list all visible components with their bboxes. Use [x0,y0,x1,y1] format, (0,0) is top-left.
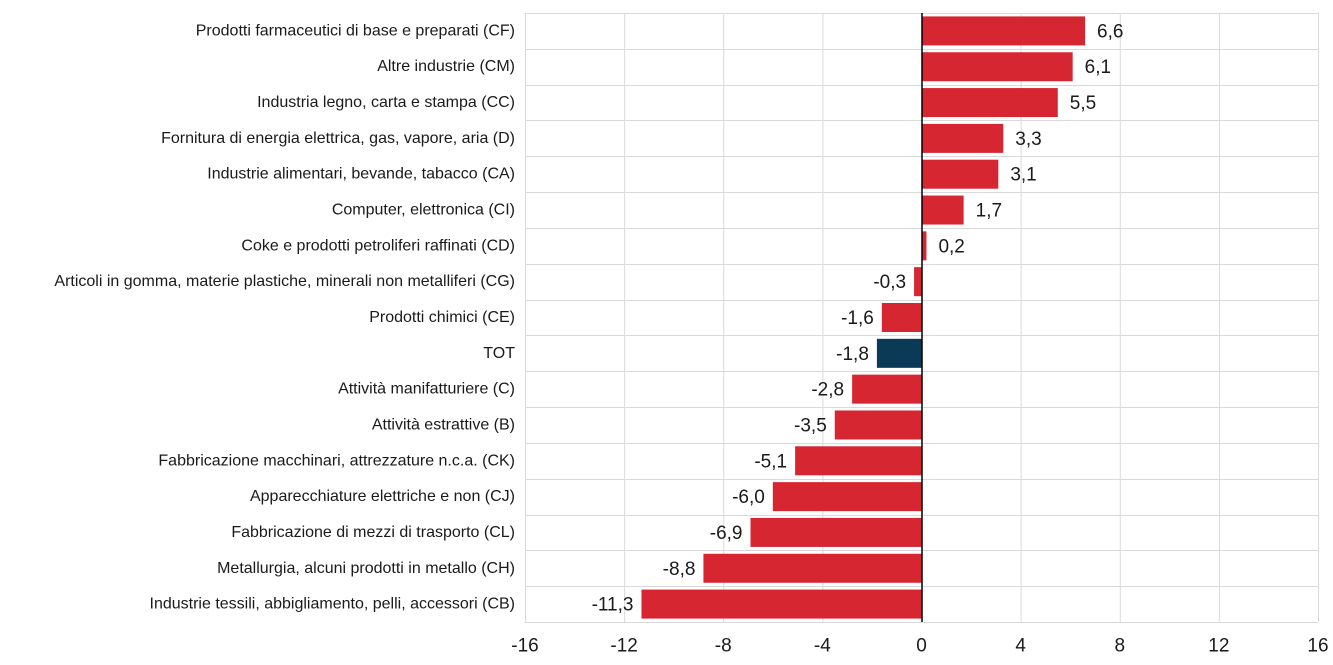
value-label: -1,8 [836,344,869,365]
category-labels: Prodotti farmaceutici di base e preparat… [54,22,515,612]
bar [921,195,964,225]
bar [921,88,1058,118]
category-label: Fabbricazione di mezzi di trasporto (CL) [231,524,515,541]
x-tick-labels: -16 -12 -8 -4 0 4 8 12 16 [511,636,1328,657]
value-labels: 6,6 6,1 5,5 3,3 3,1 1,7 0,2 -0,3 -1,6 -1,8 -2,8 -3,… [592,21,1124,615]
x-tick-label: -16 [511,636,538,657]
x-tick-label: -4 [814,636,831,657]
category-label: Prodotti farmaceutici di base e preparat… [196,22,515,39]
bar [876,338,922,368]
category-label: Altre industrie (CM) [377,58,515,75]
bar [921,52,1073,82]
x-tick-label: 0 [916,636,927,657]
category-label: Industrie alimentari, bevande, tabacco (… [207,166,515,183]
x-tick-label: 12 [1208,636,1229,657]
x-tick-label: 16 [1307,636,1328,657]
bar [921,16,1086,46]
category-label: Attività estrattive (B) [372,416,515,433]
bar [834,410,922,440]
bar [921,123,1004,153]
category-label: Fabbricazione macchinari, attrezzature n… [158,452,515,469]
value-label: -8,8 [663,559,696,580]
value-label: 3,1 [1010,165,1036,186]
value-label: -11,3 [592,595,634,616]
category-label: TOT [483,345,515,362]
category-label: Industrie tessili, abbigliamento, pelli,… [150,596,515,613]
category-label: Computer, elettronica (CI) [332,202,515,219]
value-label: 6,6 [1097,21,1123,42]
x-tick-label: -12 [610,636,637,657]
bar [921,231,927,261]
bar [795,446,922,476]
bar [703,553,922,583]
bar [772,482,922,512]
value-label: 5,5 [1070,93,1096,114]
value-label: -6,0 [732,487,765,508]
bar [914,267,922,297]
category-label: Prodotti chimici (CE) [369,309,515,326]
category-label: Coke e prodotti petroliferi raffinati (C… [241,237,515,254]
category-label: Attività manifatturiere (C) [338,381,515,398]
bar [921,159,999,189]
value-label: -2,8 [811,380,844,401]
x-tick-label: -8 [715,636,732,657]
value-label: 6,1 [1085,57,1111,78]
value-label: 1,7 [976,201,1002,222]
bar [881,303,922,332]
category-label: Fornitura di energia elettrica, gas, vap… [161,130,515,147]
x-tick-label: 4 [1015,636,1026,657]
value-label: -0,3 [873,272,906,293]
category-label: Apparecchiature elettriche e non (CJ) [250,488,515,505]
value-label: 3,3 [1015,129,1041,150]
value-label: -5,1 [754,451,787,472]
bar [750,517,922,547]
value-label: -1,6 [841,308,874,329]
bar [852,374,922,404]
value-label: 0,2 [938,236,964,257]
bars [641,16,1086,619]
category-label: Articoli in gomma, materie plastiche, mi… [54,273,515,290]
x-tick-label: 8 [1114,636,1125,657]
bar [641,589,922,619]
category-label: Metallurgia, alcuni prodotti in metallo … [217,560,515,577]
category-label: Industria legno, carta e stampa (CC) [257,94,515,111]
value-label: -6,9 [710,523,743,544]
value-label: -3,5 [794,415,827,436]
